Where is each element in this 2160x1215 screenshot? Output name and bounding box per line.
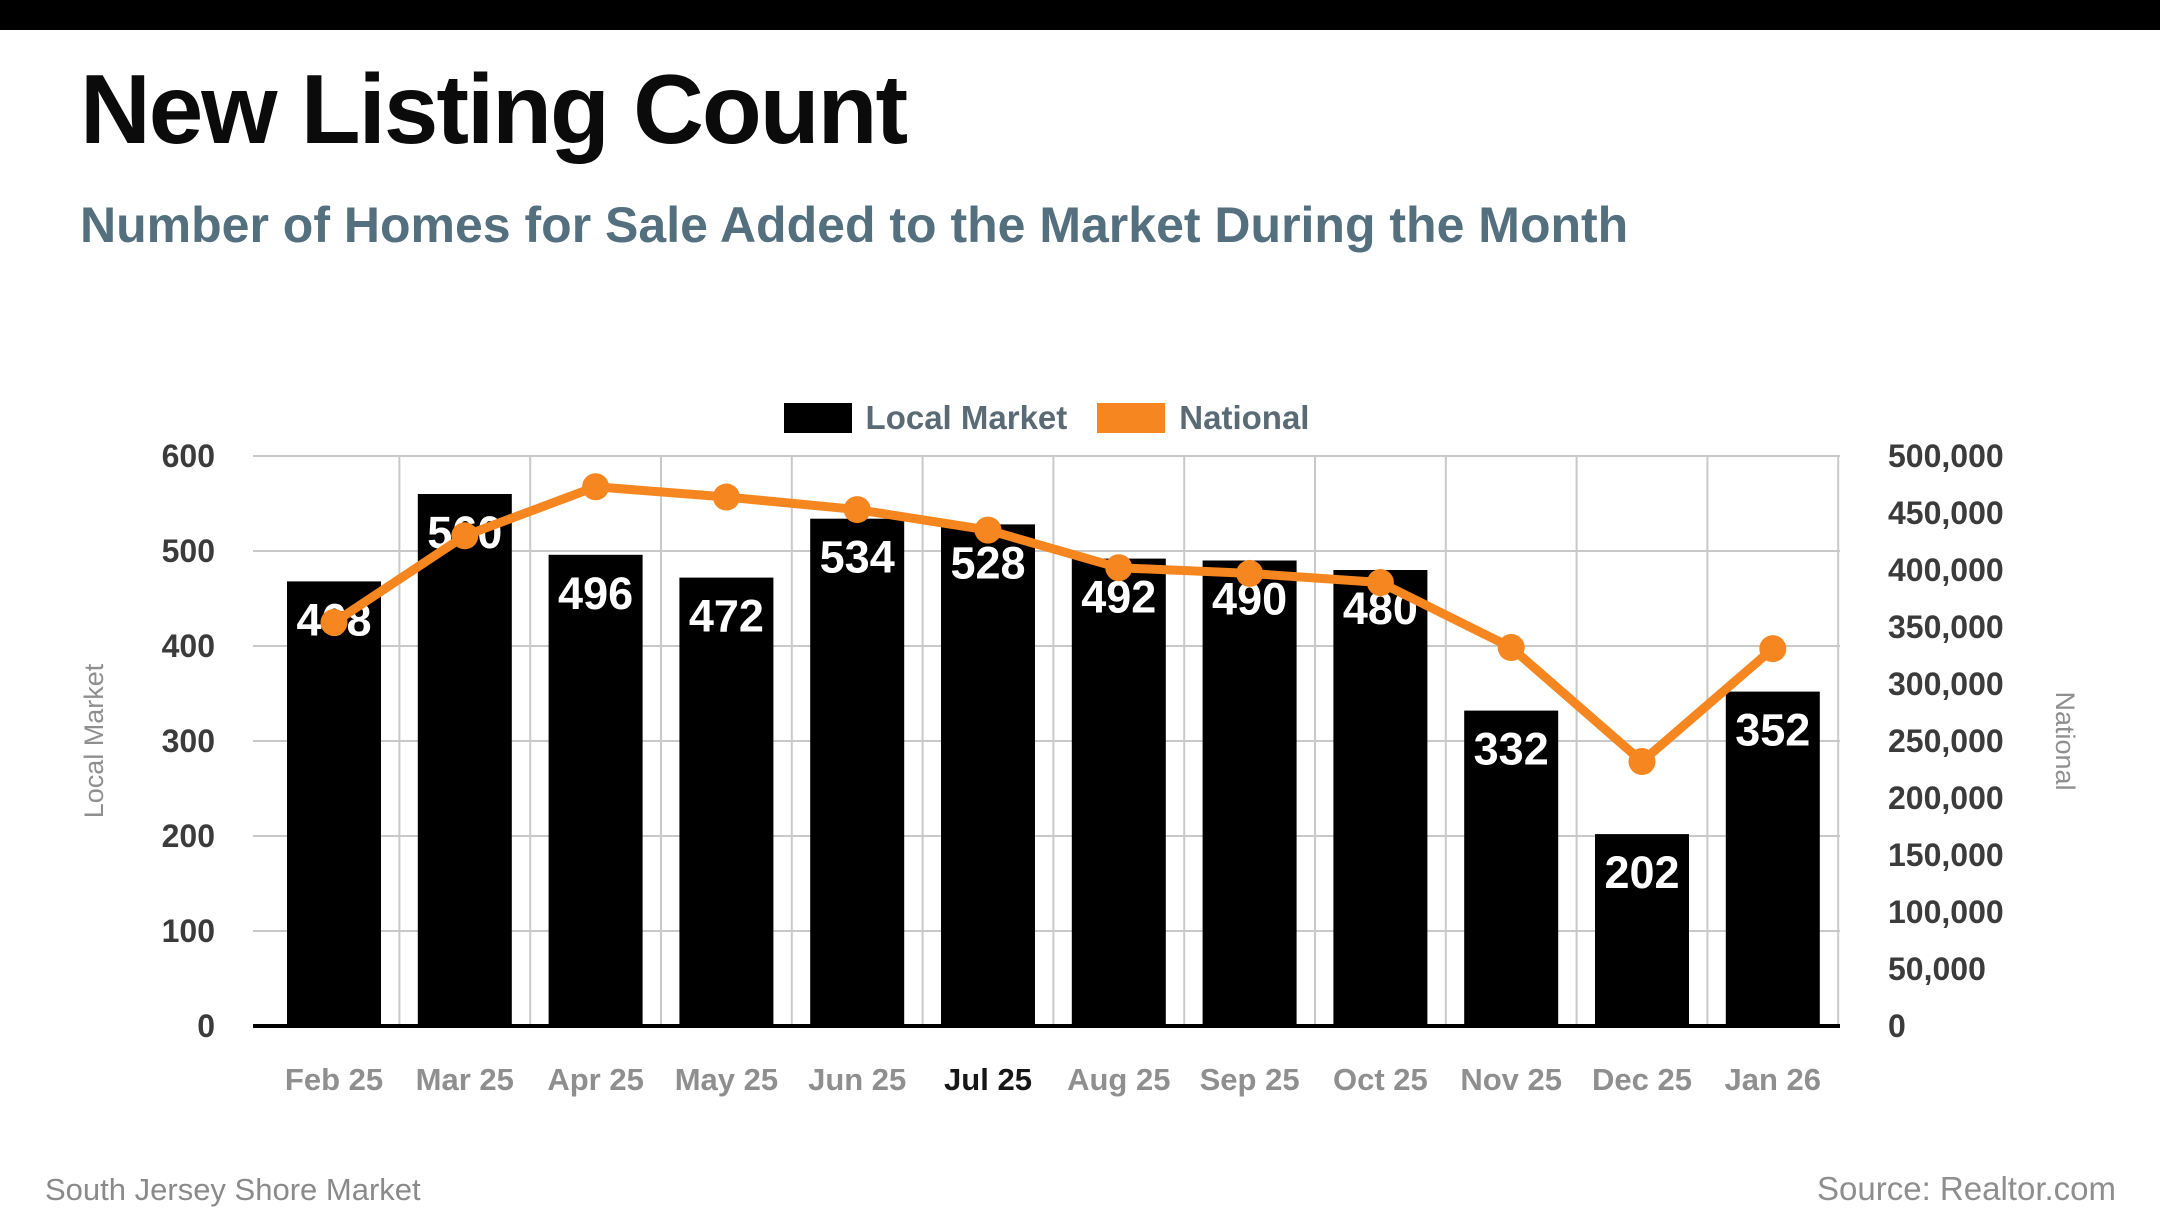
line-point-mar-25	[451, 522, 479, 550]
footer-source-label: Source: Realtor.com	[1817, 1170, 2116, 1207]
y-axis-right-tick-0: 0	[1888, 1008, 1906, 1044]
line-point-feb-25	[320, 608, 348, 636]
y-axis-right-tick-100-000: 100,000	[1888, 894, 2004, 930]
y-axis-title-national: National	[2050, 691, 2080, 790]
page-subtitle: Number of Homes for Sale Added to the Ma…	[80, 197, 1629, 253]
bar-value-label-may-25: 472	[689, 591, 764, 642]
bar-mar-25	[417, 494, 512, 1026]
legend-swatch-local-market	[783, 403, 852, 433]
line-point-may-25	[712, 483, 740, 511]
page-title: New Listing Count	[80, 54, 908, 164]
x-axis-label-sep-25: Sep 25	[1200, 1062, 1300, 1097]
x-axis-label-jul-25: Jul 25	[944, 1062, 1032, 1097]
bar-dec-25	[1595, 834, 1689, 1026]
x-axis-label-mar-25: Mar 25	[416, 1062, 514, 1097]
chart-legend: Local Market National	[253, 399, 1840, 437]
line-point-oct-25	[1366, 569, 1394, 597]
bar-nov-25	[1464, 710, 1559, 1026]
y-axis-left-tick-100: 100	[162, 913, 215, 949]
bar-jan-26	[1725, 691, 1820, 1026]
bar-value-label-jan-26: 352	[1735, 705, 1810, 756]
bar-value-label-jul-25: 528	[950, 537, 1025, 588]
bar-value-label-dec-25: 202	[1604, 847, 1679, 898]
bar-oct-25	[1333, 570, 1428, 1026]
x-axis-label-dec-25: Dec 25	[1592, 1062, 1692, 1097]
x-axis-label-nov-25: Nov 25	[1460, 1062, 1562, 1097]
legend-item-local-market: Local Market	[783, 399, 1068, 437]
y-axis-right-tick-450-000: 450,000	[1888, 495, 2004, 531]
x-axis-label-aug-25: Aug 25	[1067, 1062, 1170, 1097]
bar-feb-25	[287, 581, 381, 1026]
top-bar	[0, 0, 2160, 30]
y-axis-right-tick-300-000: 300,000	[1888, 666, 2004, 702]
bar-apr-25	[548, 554, 643, 1026]
y-axis-right-tick-500-000: 500,000	[1888, 438, 2004, 474]
y-axis-right-tick-150-000: 150,000	[1888, 837, 2004, 873]
x-axis-label-feb-25: Feb 25	[285, 1062, 383, 1097]
y-axis-right-tick-400-000: 400,000	[1888, 552, 2004, 588]
x-axis-label-jun-25: Jun 25	[808, 1062, 906, 1097]
y-axis-left-tick-500: 500	[162, 533, 215, 569]
line-point-dec-25	[1628, 748, 1656, 776]
y-axis-title-local-market: Local Market	[79, 663, 109, 818]
y-axis-right-tick-200-000: 200,000	[1888, 780, 2004, 816]
y-axis-left-tick-200: 200	[162, 818, 215, 854]
line-point-jul-25	[974, 516, 1002, 544]
line-point-jun-25	[843, 496, 871, 524]
y-axis-right-tick-250-000: 250,000	[1888, 723, 2004, 759]
x-axis-label-apr-25: Apr 25	[547, 1062, 643, 1097]
line-point-nov-25	[1497, 634, 1525, 662]
bar-jun-25	[810, 518, 905, 1026]
bar-sep-25	[1202, 560, 1297, 1026]
bar-aug-25	[1071, 558, 1166, 1026]
y-axis-left-tick-600: 600	[162, 438, 215, 474]
y-axis-right-tick-350-000: 350,000	[1888, 609, 2004, 645]
bar-value-label-jun-25: 534	[820, 532, 895, 583]
x-axis-label-oct-25: Oct 25	[1333, 1062, 1428, 1097]
bar-jul-25	[941, 524, 1035, 1026]
legend-label-national: National	[1179, 399, 1310, 436]
legend-label-local-market: Local Market	[865, 399, 1068, 436]
line-point-aug-25	[1105, 554, 1133, 582]
legend-swatch-national	[1097, 403, 1166, 433]
x-axis-label-may-25: May 25	[675, 1062, 778, 1097]
line-point-jan-26	[1759, 635, 1787, 663]
line-national	[329, 482, 1778, 767]
y-axis-left-tick-400: 400	[162, 628, 215, 664]
y-axis-right-tick-50-000: 50,000	[1888, 951, 1986, 987]
bar-value-label-apr-25: 496	[558, 568, 633, 619]
y-axis-left-tick-0: 0	[197, 1008, 215, 1044]
line-point-apr-25	[582, 473, 610, 501]
legend-item-national: National	[1097, 399, 1309, 437]
bar-value-label-nov-25: 332	[1474, 724, 1549, 775]
footer-market-label: South Jersey Shore Market	[45, 1172, 421, 1207]
y-axis-left-tick-300: 300	[162, 723, 215, 759]
line-point-sep-25	[1236, 559, 1264, 587]
bar-may-25	[679, 577, 774, 1026]
x-axis-label-jan-26: Jan 26	[1725, 1062, 1822, 1097]
